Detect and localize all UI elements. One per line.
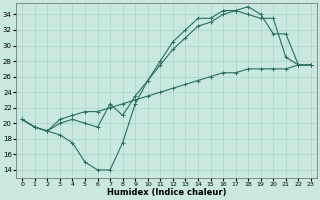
X-axis label: Humidex (Indice chaleur): Humidex (Indice chaleur): [107, 188, 226, 197]
